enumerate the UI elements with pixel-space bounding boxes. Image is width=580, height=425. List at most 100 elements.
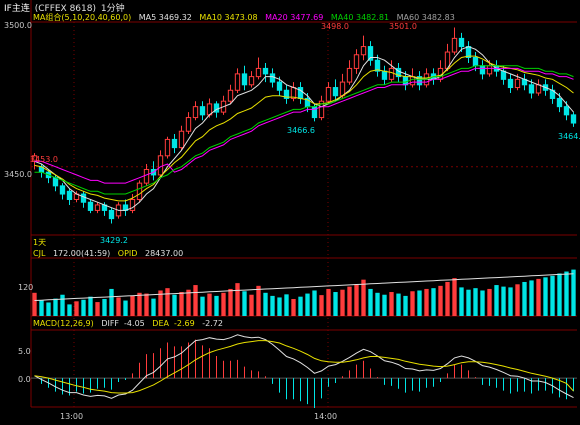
dea-label: DEA [152, 319, 169, 328]
ma-legend: MA组合(5,10,20,40,60,0) MA5 3469.32 MA10 3… [33, 12, 460, 23]
chart-title: IF主连 (CFFEX 8618) 1分钟 [4, 1, 125, 14]
candle-body [374, 59, 381, 72]
instrument-name[interactable]: IF主连 [4, 4, 30, 14]
candle-body [157, 155, 164, 176]
candle-body [66, 190, 73, 201]
volume-bar [473, 288, 478, 316]
candle-body [416, 76, 423, 86]
volume-bar [501, 286, 506, 316]
volume-bar [88, 296, 93, 316]
candle-body [227, 89, 234, 102]
volume-bar [214, 295, 219, 316]
candle-body [486, 65, 493, 75]
volume-bar [270, 295, 275, 316]
diff-value: -4.05 [124, 319, 145, 328]
volume-bar [333, 292, 338, 316]
price-axis-label-top: 3500.0 [4, 21, 32, 30]
ma20-line [34, 67, 574, 184]
volume-bar [550, 275, 555, 316]
volume-bar [277, 297, 282, 316]
candle-body [283, 89, 290, 99]
candle-body [325, 87, 332, 102]
volume-bar [431, 288, 436, 316]
candle-body [570, 114, 577, 124]
candle-body [409, 76, 416, 86]
candle-body [143, 168, 150, 184]
volume-bar [564, 271, 569, 316]
candle-body [94, 204, 101, 211]
candle-body [241, 73, 248, 86]
volume-bar [396, 293, 401, 316]
candle-body [248, 76, 255, 86]
candle-body [171, 138, 178, 149]
volume-bar [410, 291, 415, 316]
ma40-value: MA40 3482.81 [330, 13, 390, 22]
period-label[interactable]: 1分钟 [100, 4, 125, 14]
opid-value: 28437.00 [144, 249, 184, 258]
volume-bar [494, 285, 499, 316]
volume-bar [487, 288, 492, 316]
candle-body [87, 201, 94, 211]
candle-body [136, 182, 143, 201]
volume-bar [424, 288, 429, 316]
candle-body [458, 37, 465, 48]
macd-axis-label-top: 5.0 [18, 347, 31, 356]
candle-body [192, 106, 199, 119]
volume-bar [186, 289, 191, 316]
volume-bar [480, 290, 485, 316]
volume-bar [200, 296, 205, 316]
volume-bar [207, 293, 212, 316]
ma5-line [34, 46, 574, 211]
mid-annotation: 3466.6 [287, 126, 315, 135]
volume-bar [263, 292, 268, 316]
volume-bar [417, 290, 422, 316]
volume-bar [158, 290, 163, 316]
candle-body [199, 106, 206, 116]
candle-body [255, 67, 262, 78]
candle-body [129, 199, 136, 211]
x-tick-1400: 14:00 [314, 412, 338, 421]
volume-bar [67, 304, 72, 316]
volume-bar [221, 292, 226, 316]
ma40-line [34, 65, 574, 195]
candle-body [276, 81, 283, 91]
volume-bar [130, 295, 135, 316]
volume-bar [529, 280, 534, 316]
high-annotation: 3498.0 [321, 22, 349, 31]
last-price-annotation: 3464.6 [558, 132, 580, 141]
period-tag[interactable]: 1天 [33, 238, 47, 247]
high-annotation: 3501.0 [389, 22, 417, 31]
candle-body [269, 73, 276, 83]
ma5-value: MA5 3469.32 [138, 13, 192, 22]
candle-body [108, 209, 115, 220]
volume-bar [284, 294, 289, 316]
ma60-value: MA60 3482.83 [396, 13, 455, 22]
macd-name: MACD(12,26,9) [33, 319, 94, 328]
volume-bar [249, 294, 254, 316]
volume-value: 172.00(41:59) [52, 249, 111, 258]
volume-bar [123, 300, 128, 316]
volume-bar [298, 296, 303, 316]
candle-body [185, 117, 192, 132]
price-axis-label-mid: 3450.0 [4, 170, 32, 179]
volume-axis-label: 120 [18, 283, 34, 292]
x-tick-1300: 13:00 [60, 412, 84, 421]
candle-body [388, 67, 395, 80]
volume-bar [235, 283, 240, 316]
ma-group-label: MA组合(5,10,20,40,60,0) [33, 13, 132, 22]
candle-body [563, 106, 570, 116]
candle-body [535, 84, 542, 94]
opid-label: OPID [117, 249, 138, 258]
candle-body [479, 65, 486, 75]
volume-bar [571, 269, 576, 316]
volume-bar [326, 288, 331, 316]
volume-name: CJL [33, 249, 46, 258]
volume-bar [312, 290, 317, 316]
candle-body [451, 37, 458, 53]
candle-body [234, 73, 241, 91]
volume-bar [354, 284, 359, 316]
volume-bar [53, 298, 58, 316]
volume-bar [557, 273, 562, 316]
volume-bar [256, 285, 261, 316]
